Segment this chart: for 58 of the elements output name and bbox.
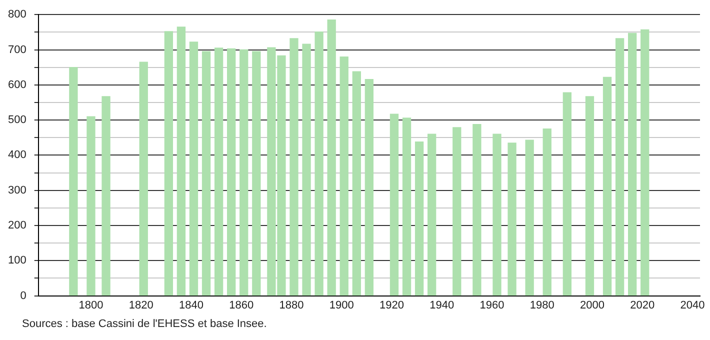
bar [302,44,311,296]
bar [352,71,361,296]
y-tick-label: 200 [8,220,26,232]
bar [525,140,534,296]
bar [364,78,374,296]
x-tick-label: 1840 [178,299,204,312]
y-tick-label: 100 [8,254,26,267]
bar [492,134,502,296]
bar [240,49,248,296]
bar [314,31,324,296]
bar [290,38,298,296]
bar [202,51,211,296]
x-tick-label: 2020 [630,299,655,312]
bar [472,124,482,296]
bar [562,92,572,296]
x-tick-label: 1920 [379,299,404,312]
bar [252,51,261,296]
bar [402,118,412,296]
x-tick-label: 1880 [279,299,304,312]
x-tick-label: 2000 [580,299,604,312]
x-tick-label: 1960 [480,299,504,312]
bar [390,114,399,296]
source-note: Sources : base Cassini de l'EHESS et base Insee. [22,318,267,330]
bar [414,142,424,296]
y-tick-label: 600 [8,78,26,91]
x-tick-label: 2040 [680,299,705,312]
x-tick-label: 1980 [530,299,554,312]
bar [452,127,462,296]
bar [585,96,594,296]
x-tick-label: 1820 [128,299,154,312]
bar [164,31,174,296]
bar [340,56,348,296]
x-tick-label: 1860 [229,299,254,312]
bar [176,26,186,296]
bar [602,76,612,296]
y-tick-label: 400 [8,149,26,162]
bar [102,96,110,296]
y-tick-label: 700 [8,44,26,56]
bar [640,29,650,296]
y-tick-label: 500 [8,114,26,126]
bar [628,32,637,296]
bar [542,128,552,296]
bar [139,62,148,296]
bar [214,48,224,296]
bar [189,42,198,296]
bar [428,134,436,296]
bar [227,48,236,296]
bar [508,142,516,296]
x-tick-label: 1800 [78,299,104,312]
y-tick-label: 800 [8,8,26,21]
bar [615,38,624,296]
bar [327,20,336,296]
x-tick-label: 1900 [329,299,354,312]
x-tick-label: 1940 [430,299,454,312]
y-tick-label: 0 [20,290,26,302]
bar [69,66,78,296]
bar [86,116,96,296]
y-tick-label: 300 [8,184,26,196]
